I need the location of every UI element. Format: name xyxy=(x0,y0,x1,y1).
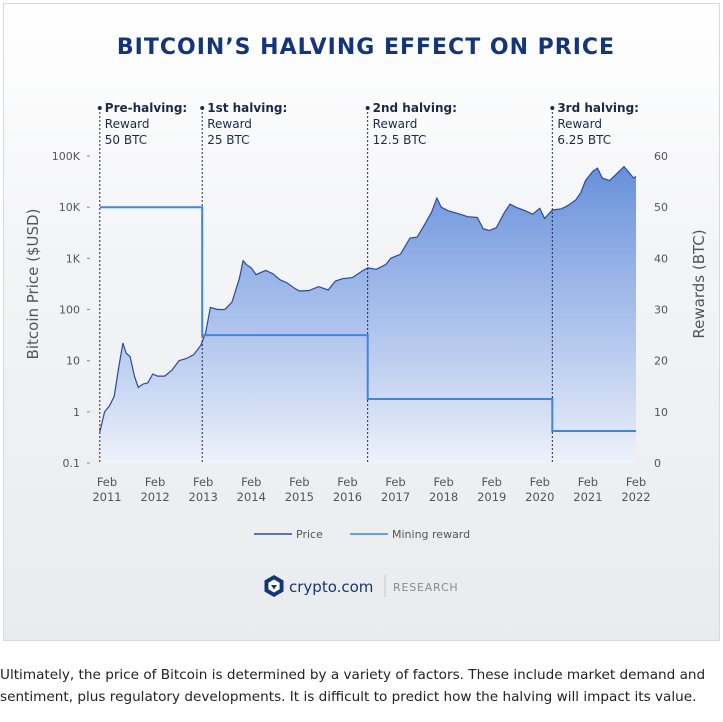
y-tick-label: 100K xyxy=(52,150,81,163)
caption-line-1: Ultimately, the price of Bitcoin is dete… xyxy=(0,667,706,683)
legend-reward-label: Mining reward xyxy=(392,528,470,541)
x-tick-year: 2015 xyxy=(285,490,314,504)
halving-reward-label: Reward xyxy=(373,117,418,131)
halving-reward-label: Reward xyxy=(207,117,252,131)
x-tick-year: 2020 xyxy=(525,490,554,504)
y-tick-label: 10 xyxy=(66,355,80,368)
x-tick-year: 2021 xyxy=(573,490,602,504)
y2-tick-label: 60 xyxy=(654,150,668,163)
halving-reward-label: Reward xyxy=(557,117,602,131)
x-tick-year: 2022 xyxy=(621,490,650,504)
x-tick-month: Feb xyxy=(337,475,357,489)
y-tick-label: 10K xyxy=(59,201,81,214)
price-area xyxy=(99,166,637,463)
halving-title: 1st halving: xyxy=(207,101,287,115)
y2-tick-label: 30 xyxy=(654,304,668,317)
halving-chart: BITCOIN’S HALVING EFFECT ON PRICE Bitcoi… xyxy=(24,35,708,597)
x-tick-month: Feb xyxy=(289,475,309,489)
halving-bullet xyxy=(200,106,205,110)
legend-price-label: Price xyxy=(296,528,323,541)
caption-line-2: sentiment, plus regulatory developments.… xyxy=(0,689,697,705)
x-tick-month: Feb xyxy=(530,475,550,489)
halving-reward-value: 25 BTC xyxy=(207,133,249,147)
price-line xyxy=(99,165,637,433)
x-axis-ticks: Feb2011Feb2012Feb2013Feb2014Feb2015Feb20… xyxy=(92,475,650,504)
y-tick-label: 1K xyxy=(66,252,81,265)
x-tick-month: Feb xyxy=(578,475,598,489)
y2-tick-label: 0 xyxy=(654,457,661,470)
x-tick-month: Feb xyxy=(97,475,117,489)
halving-bullet xyxy=(550,106,555,110)
halving-title: Pre-halving: xyxy=(105,101,187,115)
legend: Price Mining reward xyxy=(254,528,470,541)
y2-axis-title: Rewards (BTC) xyxy=(690,229,708,338)
halving-title: 3rd halving: xyxy=(557,101,639,115)
x-tick-month: Feb xyxy=(241,475,261,489)
halving-title: 2nd halving: xyxy=(373,101,457,115)
x-tick-year: 2019 xyxy=(477,490,506,504)
x-tick-month: Feb xyxy=(482,475,502,489)
x-tick-month: Feb xyxy=(433,475,453,489)
x-tick-month: Feb xyxy=(626,475,646,489)
brand-logo: crypto.com RESEARCH xyxy=(264,575,459,597)
chart-title: BITCOIN’S HALVING EFFECT ON PRICE xyxy=(117,35,615,60)
mining-reward-series xyxy=(99,206,636,432)
halving-bullet xyxy=(365,106,370,110)
x-tick-month: Feb xyxy=(193,475,213,489)
x-tick-year: 2013 xyxy=(189,490,218,504)
y-tick-label: 1 xyxy=(73,406,80,419)
x-tick-year: 2016 xyxy=(333,490,362,504)
y2-tick-label: 20 xyxy=(654,355,668,368)
halving-reward-label: Reward xyxy=(105,117,150,131)
halving-reward-value: 6.25 BTC xyxy=(557,133,611,147)
halving-markers: Pre-halving: Reward 50 BTC 1st halving: Rewa… xyxy=(97,101,639,463)
chart-figure: BITCOIN’S HALVING EFFECT ON PRICE Bitcoi… xyxy=(3,3,720,641)
article-caption: Ultimately, the price of Bitcoin is dete… xyxy=(0,664,723,708)
y2-axis-ticks: 60 50 40 30 20 10 0 xyxy=(654,150,668,470)
y-tick-label: 100 xyxy=(59,304,80,317)
x-tick-year: 2018 xyxy=(429,490,458,504)
brand-tag: RESEARCH xyxy=(393,581,459,594)
halving-bullet xyxy=(97,106,102,110)
y-tick-label: 0.1 xyxy=(63,457,81,470)
x-tick-year: 2017 xyxy=(381,490,410,504)
crypto-com-lion-icon xyxy=(264,575,284,597)
halving-reward-value: 50 BTC xyxy=(105,133,147,147)
mining-reward-line xyxy=(99,206,636,432)
y-axis-ticks: 100K 10K 1K 100 10 1 0.1 xyxy=(52,150,90,470)
x-tick-year: 2012 xyxy=(140,490,169,504)
x-tick-year: 2014 xyxy=(237,490,266,504)
halving-reward-value: 12.5 BTC xyxy=(373,133,427,147)
y-axis-title: Bitcoin Price ($USD) xyxy=(24,209,42,360)
y2-tick-label: 50 xyxy=(654,201,668,214)
brand-name: crypto.com xyxy=(289,578,373,596)
x-tick-year: 2011 xyxy=(92,490,121,504)
y2-tick-label: 10 xyxy=(654,406,668,419)
x-tick-month: Feb xyxy=(145,475,165,489)
y2-tick-label: 40 xyxy=(654,252,668,265)
x-tick-month: Feb xyxy=(385,475,405,489)
